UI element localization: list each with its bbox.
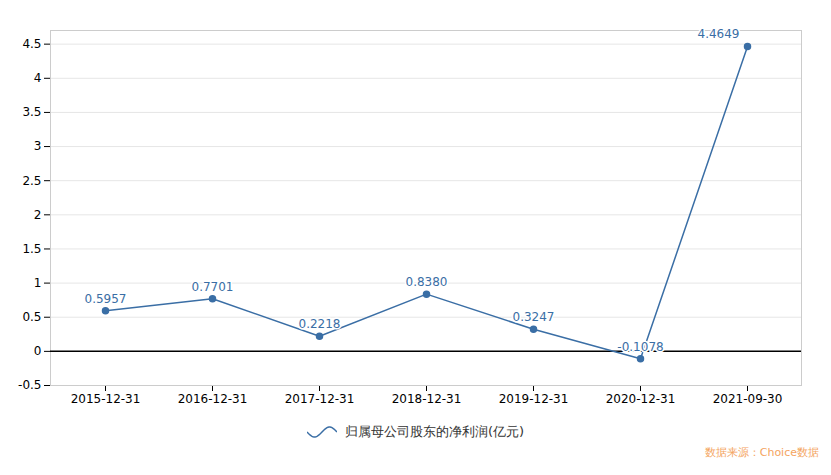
svg-text:4: 4 xyxy=(34,71,42,85)
svg-text:4.4649: 4.4649 xyxy=(698,27,740,41)
svg-text:2016-12-31: 2016-12-31 xyxy=(178,392,248,406)
svg-text:2.5: 2.5 xyxy=(22,174,41,188)
svg-text:-0.1078: -0.1078 xyxy=(617,340,663,354)
svg-text:2018-12-31: 2018-12-31 xyxy=(392,392,462,406)
svg-text:2: 2 xyxy=(34,208,42,222)
svg-text:2019-12-31: 2019-12-31 xyxy=(499,392,569,406)
svg-text:0.8380: 0.8380 xyxy=(406,275,448,289)
svg-text:3.5: 3.5 xyxy=(22,105,41,119)
svg-text:2015-12-31: 2015-12-31 xyxy=(71,392,141,406)
svg-text:2020-12-31: 2020-12-31 xyxy=(606,392,676,406)
svg-text:0.5957: 0.5957 xyxy=(85,292,127,306)
svg-text:2017-12-31: 2017-12-31 xyxy=(285,392,355,406)
svg-text:0.5: 0.5 xyxy=(22,310,41,324)
html-text:归属母公司股东的净利润(亿元): 归属母公司股东的净利润(亿元) xyxy=(344,424,525,439)
svg-text:-0.5: -0.5 xyxy=(18,378,41,392)
svg-text:1.5: 1.5 xyxy=(22,242,41,256)
svg-text:4.5: 4.5 xyxy=(22,37,41,51)
svg-text:0: 0 xyxy=(34,344,42,358)
svg-text:0.2218: 0.2218 xyxy=(299,317,341,331)
svg-text:2021-09-30: 2021-09-30 xyxy=(713,392,783,406)
html-text:数据来源：Choice数据: 数据来源：Choice数据 xyxy=(704,446,819,459)
svg-text:1: 1 xyxy=(34,276,42,290)
svg-text:0.3247: 0.3247 xyxy=(513,310,555,324)
svg-text:0.7701: 0.7701 xyxy=(192,280,234,294)
svg-text:3: 3 xyxy=(34,139,42,153)
